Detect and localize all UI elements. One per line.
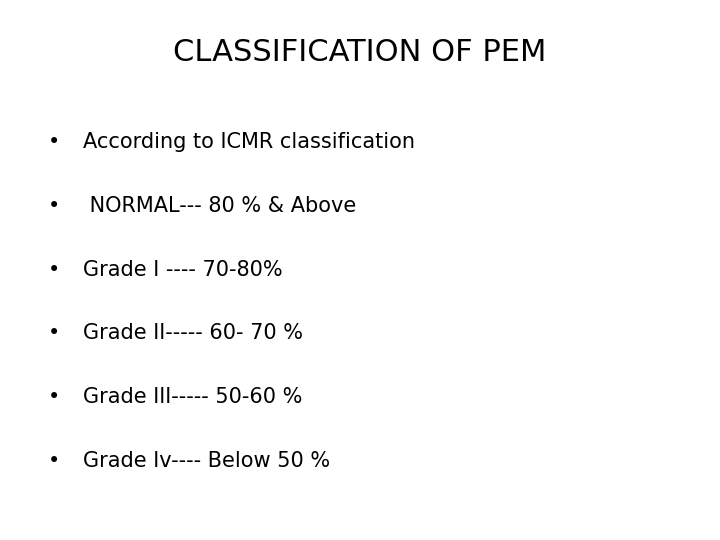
Text: Grade I ---- 70-80%: Grade I ---- 70-80%	[83, 260, 282, 280]
Text: •: •	[48, 196, 60, 216]
Text: Grade II----- 60- 70 %: Grade II----- 60- 70 %	[83, 323, 303, 343]
Text: Grade Iv---- Below 50 %: Grade Iv---- Below 50 %	[83, 451, 330, 471]
Text: •: •	[48, 387, 60, 407]
Text: •: •	[48, 323, 60, 343]
Text: •: •	[48, 451, 60, 471]
Text: CLASSIFICATION OF PEM: CLASSIFICATION OF PEM	[174, 38, 546, 67]
Text: •: •	[48, 260, 60, 280]
Text: •: •	[48, 132, 60, 152]
Text: According to ICMR classification: According to ICMR classification	[83, 132, 415, 152]
Text: Grade III----- 50-60 %: Grade III----- 50-60 %	[83, 387, 302, 407]
Text: NORMAL--- 80 % & Above: NORMAL--- 80 % & Above	[83, 196, 356, 216]
